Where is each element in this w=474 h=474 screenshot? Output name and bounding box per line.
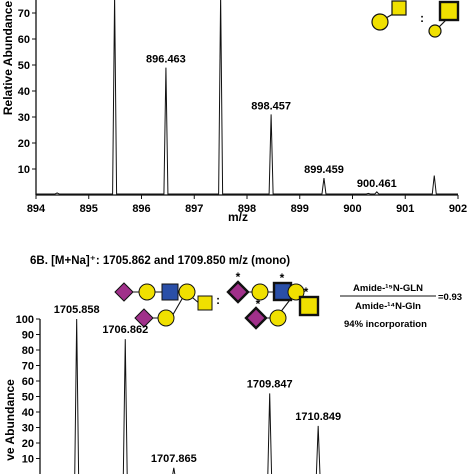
panel-a-x-tick-label: 899 bbox=[291, 203, 309, 215]
galactose-circle-icon bbox=[428, 24, 442, 38]
panel-b-y-tick-label: 90 bbox=[22, 330, 34, 342]
panel-a-y-tick-label: 10 bbox=[18, 164, 30, 176]
galactose-circle-icon bbox=[178, 283, 196, 301]
isotope-label-asterisk: * bbox=[236, 270, 241, 284]
isotope-label-asterisk: * bbox=[304, 285, 309, 299]
panel-a-y-tick-label: 50 bbox=[18, 60, 30, 72]
panel-a-x-tick-label: 901 bbox=[396, 203, 414, 215]
panel-a-spectrum-trace bbox=[36, 0, 458, 195]
incorporation-ratio: Amide-¹⁵N-GLN Amide-¹⁴N-Gln =0.93 94% in… bbox=[340, 283, 462, 330]
panel-b-glycan-labeled: * * * * bbox=[226, 270, 320, 330]
panel-b-y-tick-label: 60 bbox=[22, 376, 34, 388]
panel-b-peak-label: 1710.849 bbox=[295, 411, 341, 423]
labeled-neu5ac-diamond-icon bbox=[226, 280, 250, 304]
panel-a-glycan-inset: : bbox=[371, 0, 460, 38]
galactose-circle-icon bbox=[138, 283, 156, 301]
panel-a-y-tick-label: 40 bbox=[18, 86, 30, 98]
galactose-circle-icon bbox=[371, 13, 389, 31]
panel-b-glycan-separator: : bbox=[216, 295, 220, 307]
panel-b-peak-label: 1706.862 bbox=[102, 324, 148, 336]
panel-a-x-tick-label: 898 bbox=[238, 203, 256, 215]
panel-a-x-tick-label: 902 bbox=[449, 203, 467, 215]
isotope-label-asterisk: * bbox=[256, 297, 261, 311]
panel-b-y-tick-label: 50 bbox=[22, 392, 34, 404]
panel-b-y-tick-label: 20 bbox=[22, 438, 34, 450]
panel-a-y-tick-label: 30 bbox=[18, 112, 30, 124]
galactose-circle-icon bbox=[157, 309, 175, 327]
ratio-numerator: Amide-¹⁵N-GLN bbox=[353, 283, 423, 294]
ratio-denominator: Amide-¹⁴N-Gln bbox=[355, 301, 421, 312]
glcnac-square-icon bbox=[161, 283, 179, 301]
panel-b-y-tick-label: 10 bbox=[22, 454, 34, 466]
panel-a-peak-label: 900.461 bbox=[357, 178, 397, 190]
panel-a-x-tick-label: 897 bbox=[185, 203, 203, 215]
panel-a-peak-label: 898.457 bbox=[251, 100, 291, 112]
panel-b-title: 6B. [M+Na]⁺: 1705.862 and 1709.850 m/z (… bbox=[30, 255, 290, 267]
glcnac-square-icon bbox=[391, 0, 407, 16]
panel-b-spectrum-trace bbox=[74, 318, 321, 474]
isotope-label-asterisk: * bbox=[280, 271, 285, 285]
panel-a-y-tick-label: 70 bbox=[18, 8, 30, 20]
panel-b-y-tick-label: 70 bbox=[22, 361, 34, 373]
glcnac-square-icon bbox=[197, 295, 213, 311]
panel-a-x-tick-label: 894 bbox=[27, 203, 46, 215]
panel-a-peak-label: 896.463 bbox=[146, 54, 186, 66]
labeled-glcnac-square-icon bbox=[298, 295, 320, 317]
incorporation-percent: 94% incorporation bbox=[344, 319, 427, 330]
panel-a-y-axis-label: Relative Abundance bbox=[1, 1, 15, 116]
panel-b-y-tick-label: 40 bbox=[22, 407, 34, 419]
panel-b-y-axis-label: ve Abundance bbox=[3, 379, 17, 461]
panel-a-x-axis-label: m/z bbox=[228, 210, 248, 224]
ratio-value: =0.93 bbox=[438, 292, 462, 303]
panel-a-x-tick-label: 895 bbox=[80, 203, 98, 215]
panel-b-y-tick-label: 80 bbox=[22, 345, 34, 357]
neu5ac-diamond-icon bbox=[114, 282, 134, 302]
neu5ac-diamond-icon bbox=[134, 308, 154, 328]
labeled-neu5ac-diamond-icon bbox=[244, 306, 268, 330]
panel-a-peak-label: 899.459 bbox=[304, 164, 344, 176]
panel-a-x-tick-label: 900 bbox=[343, 203, 361, 215]
panel-b-glycan-unlabeled bbox=[114, 282, 213, 328]
panel-b-peak-label: 1709.847 bbox=[247, 378, 293, 390]
galactose-circle-icon bbox=[269, 309, 287, 327]
panel-b: 6B. [M+Na]⁺: 1705.862 and 1709.850 m/z (… bbox=[3, 255, 462, 474]
panel-b-peak-label: 1707.865 bbox=[151, 453, 197, 465]
panel-a: 10 20 30 40 50 60 70 894 895 896 897 898 899 900 901 9… bbox=[1, 0, 467, 224]
galactose-circle-icon bbox=[251, 283, 269, 301]
panel-b-y-tick-label: 30 bbox=[22, 423, 34, 435]
panel-a-glycan-separator: : bbox=[420, 13, 424, 25]
panel-b-y-tick-label: 100 bbox=[16, 314, 34, 326]
panel-a-y-tick-label: 20 bbox=[18, 138, 30, 150]
panel-a-y-tick-label: 60 bbox=[18, 34, 30, 46]
panel-a-x-tick-label: 896 bbox=[132, 203, 150, 215]
panel-b-peak-label: 1705.858 bbox=[54, 304, 100, 316]
labeled-glcnac-square-icon bbox=[438, 0, 460, 22]
